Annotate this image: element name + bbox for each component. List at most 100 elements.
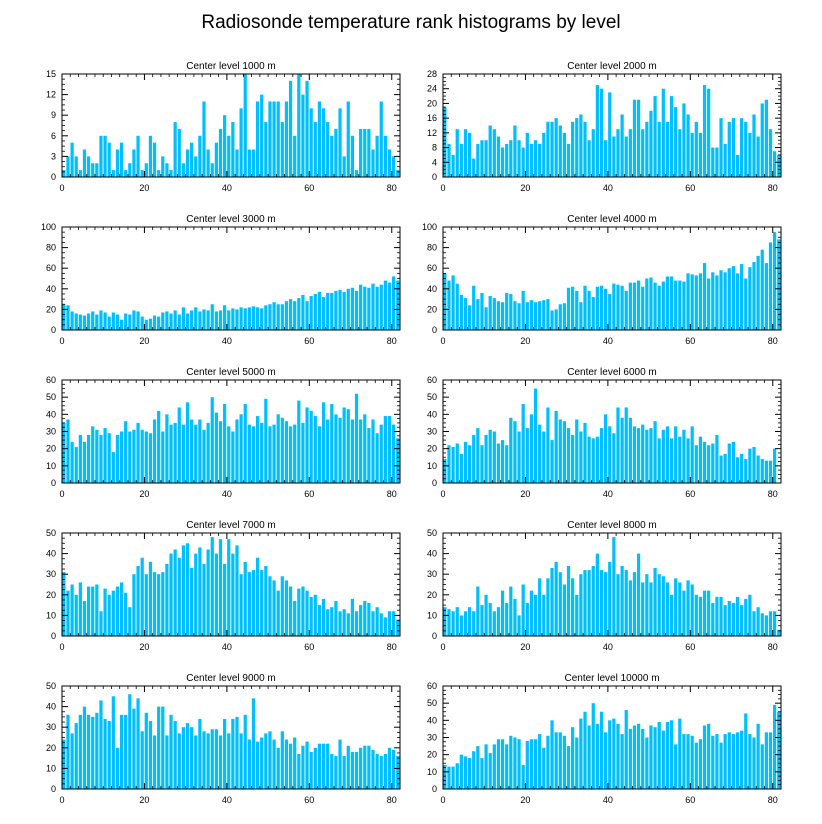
- histogram-bar: [86, 714, 91, 789]
- histogram-bar: [379, 101, 383, 177]
- histogram-bar: [272, 739, 276, 789]
- y-tick-label: 30: [427, 569, 437, 579]
- histogram-bar: [488, 752, 492, 789]
- histogram-bar: [517, 739, 521, 789]
- histogram-bar: [575, 118, 579, 177]
- histogram-bar: [653, 96, 657, 177]
- y-tick-label: 40: [427, 409, 437, 419]
- histogram-bar: [309, 751, 313, 789]
- histogram-bar: [111, 696, 115, 789]
- histogram-bar: [521, 584, 525, 636]
- histogram-bar: [476, 428, 480, 483]
- histogram-bar: [272, 424, 276, 483]
- histogram-bar: [604, 572, 608, 636]
- histogram-bar: [115, 747, 120, 789]
- histogram-bar: [711, 443, 715, 483]
- histogram-bar: [480, 758, 484, 789]
- histogram-bar: [566, 746, 571, 789]
- histogram-bar: [546, 407, 550, 483]
- histogram-bar: [566, 287, 571, 330]
- histogram-bar: [210, 163, 214, 177]
- histogram-bar: [260, 570, 264, 636]
- histogram-bar: [74, 594, 78, 636]
- histogram-bar: [62, 739, 66, 789]
- histogram-bar: [375, 607, 379, 636]
- histogram-bar: [210, 729, 214, 789]
- histogram-bar: [715, 596, 719, 636]
- histogram-bar: [359, 605, 363, 636]
- histogram-bar: [546, 735, 550, 789]
- histogram-bar: [566, 428, 571, 483]
- histogram-bar: [492, 129, 496, 177]
- histogram-bar: [342, 407, 346, 483]
- y-tick-label: 30: [427, 733, 437, 743]
- histogram-bar: [546, 578, 550, 636]
- histogram-bar: [181, 163, 186, 177]
- x-tick-label: 60: [685, 489, 695, 499]
- histogram-bar: [459, 615, 463, 636]
- histogram-bar: [103, 428, 107, 483]
- histogram-bar: [128, 607, 132, 636]
- histogram-bar: [628, 728, 632, 789]
- histogram-bar: [690, 584, 694, 636]
- histogram-bar: [472, 751, 476, 789]
- histogram-bar: [764, 460, 768, 483]
- histogram-bar: [169, 313, 173, 330]
- histogram-bar: [342, 609, 346, 636]
- x-tick-label: 40: [603, 795, 613, 805]
- histogram-bar: [334, 600, 338, 636]
- histogram-bar: [202, 731, 206, 789]
- histogram-bar: [95, 712, 99, 789]
- histogram-bar: [309, 596, 313, 636]
- histogram-bar: [480, 140, 484, 177]
- y-tick-label: 20: [427, 590, 437, 600]
- y-tick-label: 10: [46, 610, 56, 620]
- histogram-bar: [272, 101, 276, 177]
- histogram-bar: [715, 275, 719, 330]
- histogram-bar: [251, 426, 256, 483]
- histogram-bar: [538, 143, 542, 177]
- histogram-bar: [599, 428, 604, 483]
- histogram-bar: [206, 310, 210, 330]
- y-tick-label: 28: [427, 69, 437, 79]
- histogram-bar: [280, 417, 284, 483]
- histogram-bar: [579, 114, 583, 177]
- histogram-bar: [132, 574, 136, 636]
- histogram-bar: [74, 723, 78, 789]
- histogram-bar: [326, 609, 330, 636]
- histogram-bar: [210, 537, 214, 636]
- histogram-bar: [95, 584, 99, 636]
- histogram-bar: [562, 132, 567, 177]
- histogram-bar: [301, 422, 305, 483]
- histogram-bar: [223, 305, 227, 330]
- histogram-bar: [223, 718, 227, 789]
- histogram-bar: [235, 716, 239, 789]
- histogram-bar: [554, 561, 558, 636]
- histogram-bar: [756, 607, 760, 636]
- histogram-bar: [235, 309, 239, 330]
- histogram-bar: [711, 147, 715, 177]
- histogram-bar: [255, 307, 260, 330]
- y-tick-label: 30: [46, 722, 56, 732]
- histogram-bar: [148, 721, 153, 789]
- y-tick-label: 0: [432, 784, 437, 794]
- histogram-bar: [509, 417, 513, 483]
- histogram-bar: [78, 314, 82, 330]
- histogram-bar: [99, 611, 103, 636]
- histogram-bar: [669, 720, 674, 789]
- histogram-bar: [124, 313, 128, 330]
- histogram-bar: [604, 140, 608, 177]
- y-tick-label: 40: [46, 549, 56, 559]
- histogram-bar: [119, 582, 124, 636]
- histogram-bar: [383, 753, 387, 789]
- histogram-bar: [628, 282, 632, 330]
- histogram-bar: [214, 412, 218, 483]
- histogram-bar: [235, 419, 239, 483]
- histogram-bar: [91, 163, 95, 177]
- histogram-bar: [694, 445, 698, 483]
- histogram-bar: [661, 281, 665, 330]
- histogram-bar: [678, 718, 682, 789]
- histogram-bar: [214, 142, 218, 177]
- histogram-bar: [280, 304, 284, 330]
